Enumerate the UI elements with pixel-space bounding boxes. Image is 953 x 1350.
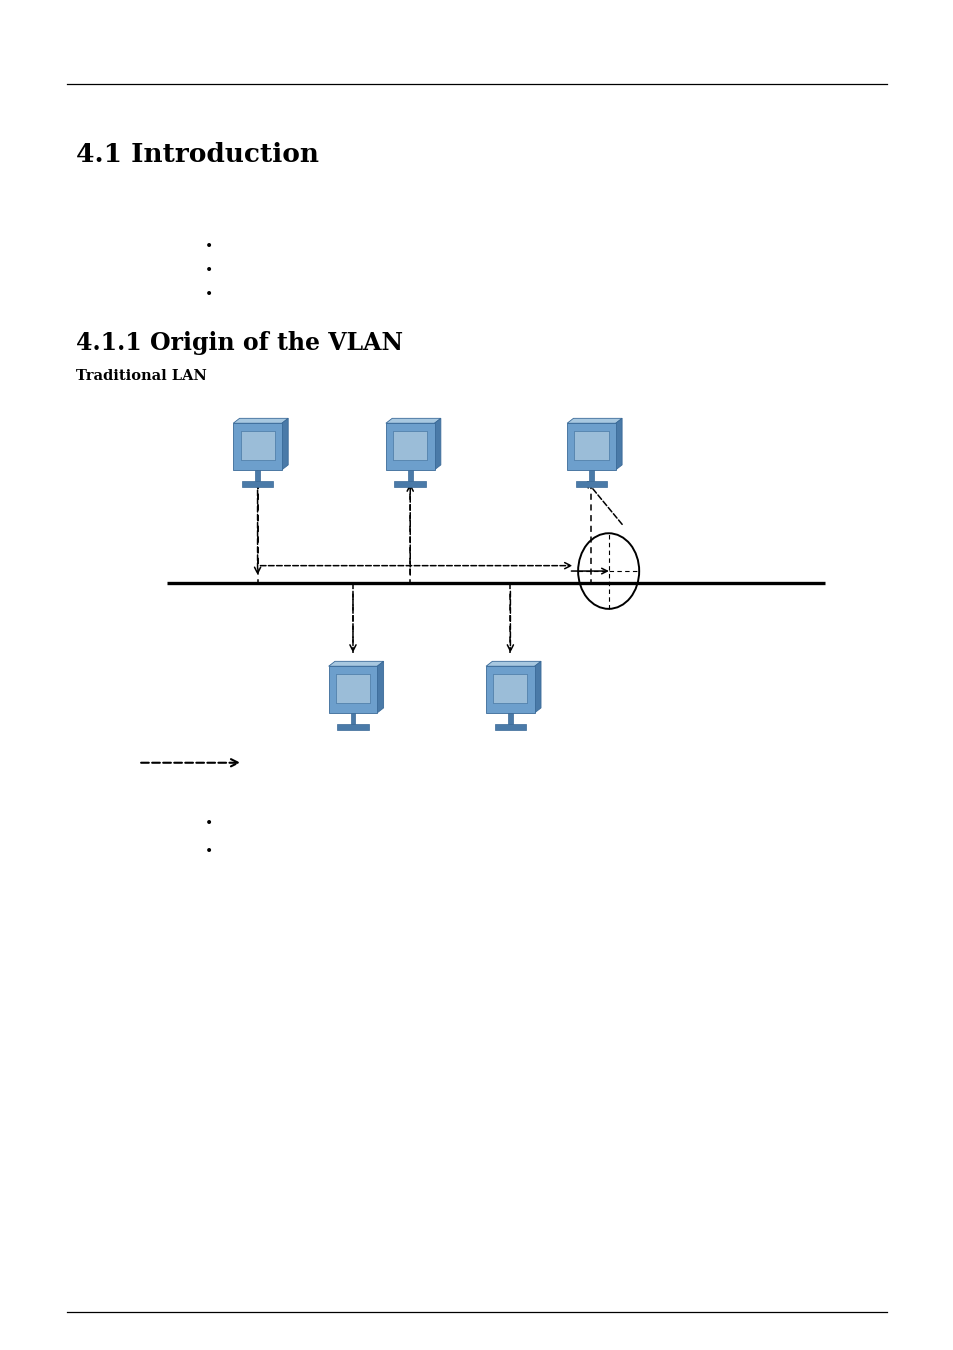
Text: •: • <box>205 817 213 830</box>
Polygon shape <box>393 431 427 459</box>
Polygon shape <box>241 481 274 487</box>
Text: Traditional LAN: Traditional LAN <box>76 369 207 382</box>
Polygon shape <box>385 418 440 424</box>
Polygon shape <box>254 470 260 481</box>
Polygon shape <box>233 424 282 470</box>
Polygon shape <box>574 431 608 459</box>
Polygon shape <box>335 674 370 702</box>
Polygon shape <box>534 662 540 713</box>
Polygon shape <box>376 662 383 713</box>
Polygon shape <box>435 418 440 470</box>
Text: 4.1.1 Origin of the VLAN: 4.1.1 Origin of the VLAN <box>76 331 403 355</box>
Polygon shape <box>282 418 288 470</box>
Polygon shape <box>494 724 526 730</box>
Polygon shape <box>486 662 540 667</box>
Polygon shape <box>328 662 383 667</box>
Polygon shape <box>588 470 594 481</box>
Polygon shape <box>566 418 621 424</box>
Polygon shape <box>507 713 513 724</box>
Polygon shape <box>328 667 376 713</box>
Text: •: • <box>205 288 213 301</box>
Text: •: • <box>205 239 213 252</box>
Polygon shape <box>233 418 288 424</box>
Text: 4.1 Introduction: 4.1 Introduction <box>76 142 319 167</box>
Polygon shape <box>486 667 534 713</box>
Polygon shape <box>575 481 607 487</box>
Polygon shape <box>394 481 426 487</box>
Text: •: • <box>205 263 213 277</box>
Polygon shape <box>385 424 435 470</box>
Polygon shape <box>240 431 274 459</box>
Polygon shape <box>336 724 369 730</box>
Polygon shape <box>407 470 413 481</box>
Polygon shape <box>616 418 621 470</box>
Polygon shape <box>566 424 616 470</box>
Text: •: • <box>205 844 213 857</box>
Polygon shape <box>493 674 527 702</box>
Polygon shape <box>350 713 355 724</box>
